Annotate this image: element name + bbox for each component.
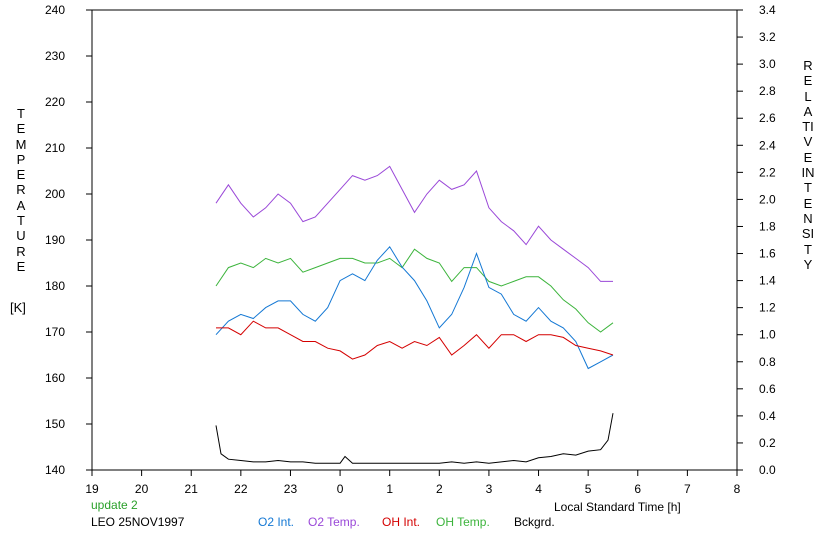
series-oh-temp-line [215, 248, 614, 333]
legend-oh-temp: OH Temp. [436, 515, 490, 529]
y-right-tick-label: 0.4 [759, 409, 776, 423]
legend-o2-int: O2 Int. [258, 515, 295, 529]
y-tick-label: 140 [45, 463, 65, 477]
y-right-tick-label: 1.4 [759, 274, 776, 288]
x-tick-label: 6 [634, 482, 641, 496]
x-tick-label: 0 [337, 482, 344, 496]
y-tick-label: 170 [45, 325, 65, 339]
right-axis-label: RELATIVE INTENSITY [801, 58, 816, 272]
y-right-tick-label: 2.6 [759, 111, 776, 125]
series-o2-int-line [215, 245, 614, 370]
station-date-label: LEO 25NOV1997 [91, 515, 185, 529]
y-tick-label: 190 [45, 233, 65, 247]
y-right-tick-label: 2.4 [759, 138, 776, 152]
series-bckgrd-line [215, 413, 614, 464]
x-tick-label: 1 [386, 482, 393, 496]
y-tick-label: 180 [45, 279, 65, 293]
y-right-tick-label: 1.0 [759, 328, 776, 342]
left-axis-label: TEMPERATURE [15, 106, 27, 274]
y-tick-label: 220 [45, 95, 65, 109]
y-right-tick-label: 3.0 [759, 57, 776, 71]
x-tick-label: 3 [486, 482, 493, 496]
legend-bckgrd: Bckgrd. [514, 515, 555, 529]
y-tick-label: 200 [45, 187, 65, 201]
series-oh-int-line [216, 320, 614, 360]
y-right-tick-label: 0.2 [759, 436, 776, 450]
legend-o2-temp: O2 Temp. [308, 515, 360, 529]
y-tick-label: 160 [45, 371, 65, 385]
y-tick-label: 230 [45, 49, 65, 63]
y-right-tick-label: 3.4 [759, 3, 776, 17]
legend-oh-int: OH Int. [382, 515, 421, 529]
y-right-tick-label: 2.0 [759, 192, 776, 206]
series-o2-temp-line [215, 165, 613, 282]
y-right-tick-label: 1.2 [759, 301, 776, 315]
y-tick-label: 210 [45, 141, 65, 155]
x-tick-label: 23 [284, 482, 298, 496]
y-right-tick-label: 2.8 [759, 84, 776, 98]
update-label: update 2 [91, 498, 138, 512]
y-right-tick-label: 0.6 [759, 382, 776, 396]
y-right-tick-label: 0.0 [759, 463, 776, 477]
y-tick-label: 150 [45, 417, 65, 431]
x-tick-label: 21 [185, 482, 199, 496]
x-tick-label: 8 [734, 482, 741, 496]
y-right-tick-label: 1.6 [759, 247, 776, 261]
x-tick-label: 2 [436, 482, 443, 496]
x-tick-label: 19 [85, 482, 99, 496]
y-tick-label: 240 [45, 3, 65, 17]
x-tick-label: 7 [684, 482, 691, 496]
left-axis-unit: [K] [10, 300, 26, 315]
x-tick-label: 4 [535, 482, 542, 496]
y-right-tick-label: 2.2 [759, 165, 776, 179]
x-tick-label: 22 [234, 482, 248, 496]
x-axis-label: Local Standard Time [h] [554, 500, 681, 514]
x-tick-label: 20 [135, 482, 149, 496]
plot-frame [91, 9, 738, 471]
y-right-tick-label: 3.2 [759, 30, 776, 44]
y-right-tick-label: 1.8 [759, 219, 776, 233]
y-right-tick-label: 0.8 [759, 355, 776, 369]
x-tick-label: 5 [585, 482, 592, 496]
